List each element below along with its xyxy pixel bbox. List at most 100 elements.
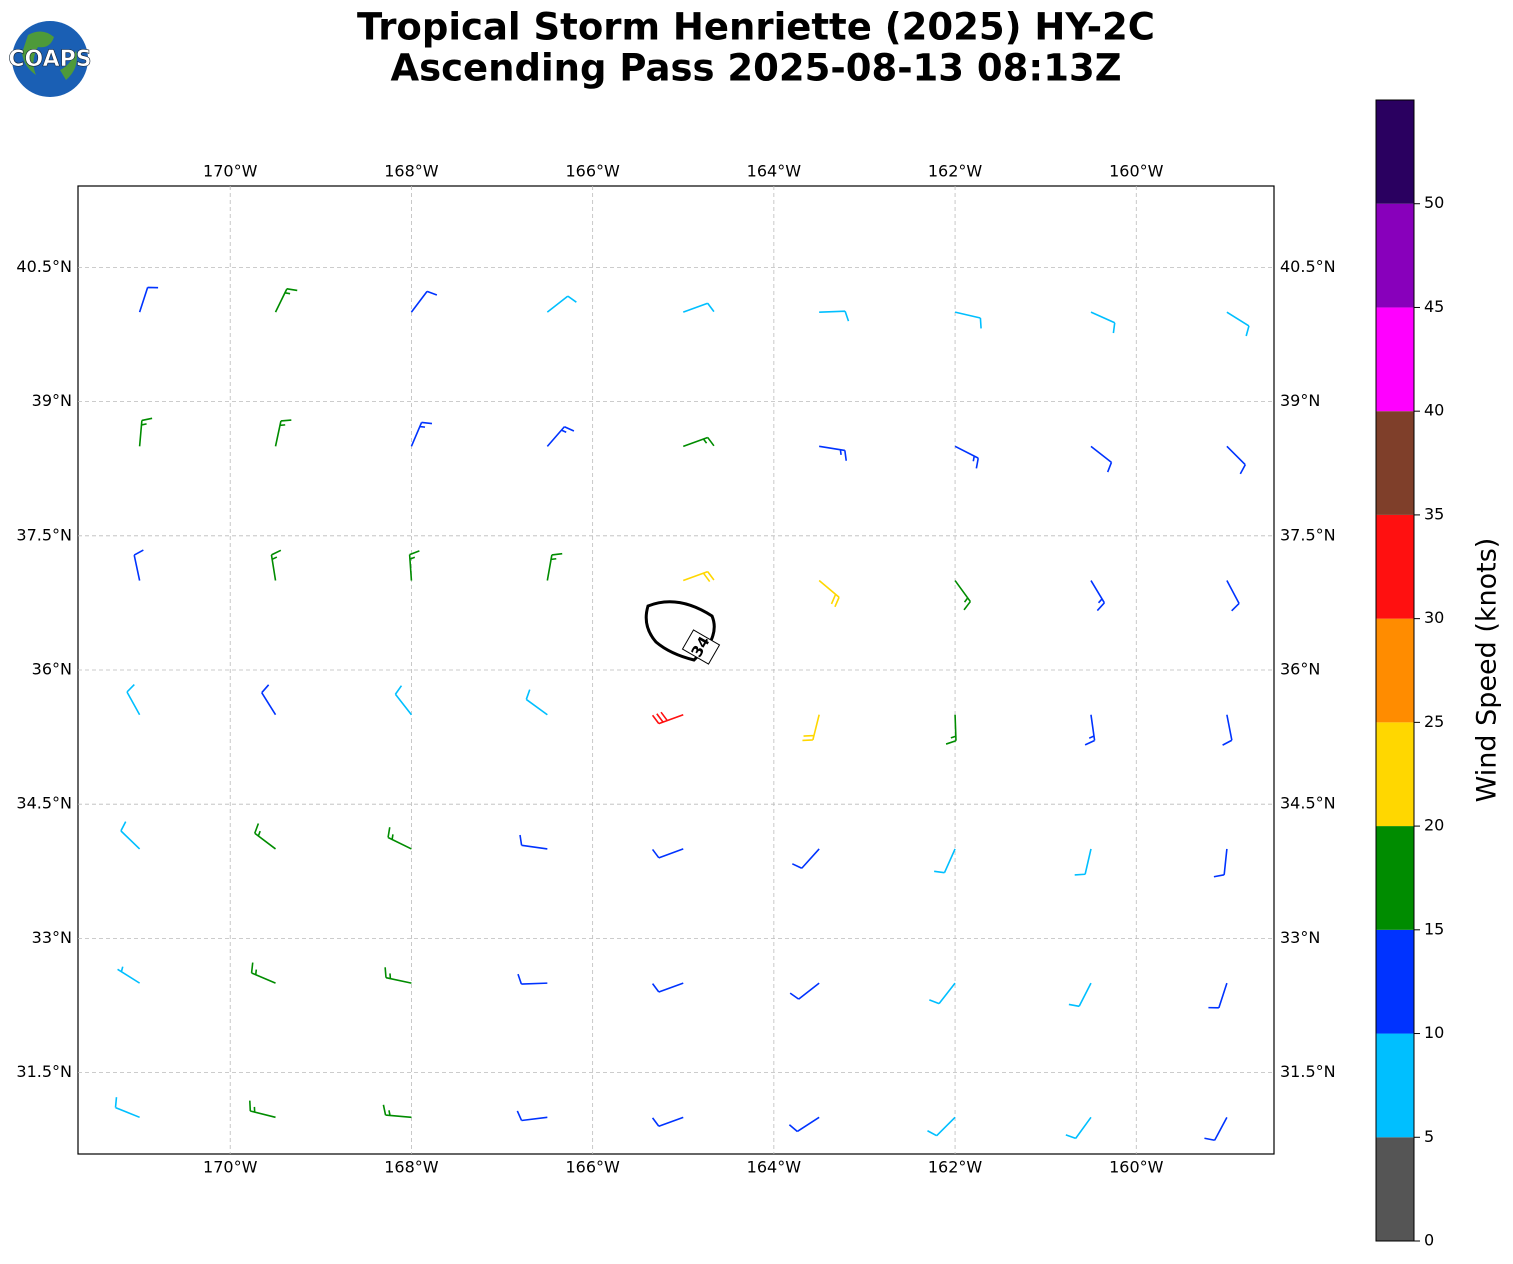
colorbar-segment <box>1376 826 1414 930</box>
x-tick-label-top: 164°W <box>747 162 802 181</box>
colorbar-tick-label: 35 <box>1424 504 1444 523</box>
wind-barb <box>682 436 715 448</box>
wind-barb <box>394 685 413 716</box>
wind-barb <box>954 311 982 329</box>
wind-barb <box>546 425 575 447</box>
colorbar-tick-label: 30 <box>1424 608 1444 627</box>
x-tick-label-bottom: 170°W <box>203 1158 258 1177</box>
y-tick-label-right: 31.5°N <box>1280 1062 1336 1081</box>
colorbar-segment <box>1376 618 1414 723</box>
colorbar-tick-label: 5 <box>1424 1127 1434 1146</box>
y-tick-label-right: 37.5°N <box>1280 525 1336 544</box>
wind-barb <box>250 962 276 984</box>
wind-barb <box>819 445 848 461</box>
wind-barb <box>927 1116 956 1137</box>
wind-barb <box>1090 580 1106 612</box>
colorbar-tick-label: 45 <box>1424 297 1444 316</box>
colorbar: 0 5 10 15 20 25 30 35 40 45 50 <box>1375 99 1444 1250</box>
x-tick-label-bottom: 164°W <box>747 1158 802 1177</box>
colorbar-tick-label: 15 <box>1424 919 1444 938</box>
wind-barb <box>126 683 141 716</box>
wind-barb <box>651 848 684 859</box>
y-tick-label-left: 34.5°N <box>16 794 72 813</box>
wind-barb <box>802 714 820 742</box>
wind-barb <box>1226 445 1246 475</box>
wind-barb <box>1208 982 1228 1009</box>
y-tick-label-right: 36°N <box>1280 660 1320 679</box>
wind-barb <box>274 419 292 447</box>
colorbar-tick-label: 20 <box>1424 816 1444 835</box>
wind-barb <box>517 973 548 985</box>
wind-barb <box>382 1104 412 1119</box>
wind-barb <box>1226 311 1250 337</box>
colorbar-segment <box>1376 411 1414 515</box>
wind-barb <box>546 295 577 313</box>
wind-barb <box>934 848 956 874</box>
y-tick-label-left: 39°N <box>32 391 72 410</box>
title: Tropical Storm Henriette (2025) HY-2C <box>357 6 1155 49</box>
y-tick-label-left: 33°N <box>32 928 72 947</box>
logo-land <box>22 31 77 81</box>
colorbar-frame <box>1375 99 1415 1242</box>
colorbar-tick-label: 40 <box>1424 401 1444 420</box>
wind-barb <box>954 445 980 469</box>
y-tick-label-right: 34.5°N <box>1280 794 1336 813</box>
wind-barb <box>384 967 412 984</box>
wind-barb <box>120 821 141 850</box>
wind-barb <box>791 848 820 869</box>
x-tick-label-top: 166°W <box>565 162 620 181</box>
wind-barb <box>1065 1116 1092 1140</box>
colorbar-label: Wind Speed (knots) <box>1472 538 1503 803</box>
colorbar-tick-label: 25 <box>1424 712 1444 731</box>
x-tick-label-top: 162°W <box>928 162 983 181</box>
x-tick-label-top: 168°W <box>384 162 439 181</box>
wind-barb <box>1226 580 1240 612</box>
wind-barb <box>254 823 277 850</box>
x-tick-label-top: 160°W <box>1109 162 1164 181</box>
y-tick-label-right: 39°N <box>1280 391 1320 410</box>
y-tick-label-left: 40.5°N <box>16 257 72 276</box>
wind-barb <box>788 1116 820 1133</box>
wind-barb <box>1222 714 1233 746</box>
wind-barb <box>519 834 548 850</box>
colorbar-tick-label: 50 <box>1424 193 1444 212</box>
wind-barb <box>117 966 141 984</box>
wind-barb <box>651 711 684 725</box>
wind-barb <box>818 579 840 608</box>
y-tick-label-right: 33°N <box>1280 928 1320 947</box>
wind-barb <box>1084 714 1096 746</box>
wind-barb <box>954 580 971 611</box>
colorbar-segment <box>1376 1033 1414 1138</box>
wind-barb <box>651 982 684 993</box>
wind-barb <box>133 549 144 581</box>
x-tick-label-top: 170°W <box>203 162 258 181</box>
y-tick-label-left: 31.5°N <box>16 1062 72 1081</box>
wind-barb <box>819 310 850 322</box>
wind-barb <box>387 827 412 850</box>
colorbar-segment <box>1376 1137 1414 1241</box>
colorbar-segment <box>1376 203 1414 308</box>
wind-barb <box>270 549 282 581</box>
subtitle: Ascending Pass 2025-08-13 08:13Z <box>390 47 1121 90</box>
wind-barb <box>516 1110 548 1122</box>
grid <box>78 186 1274 1154</box>
colorbar-segment <box>1376 514 1414 619</box>
wind-barb <box>114 1097 140 1119</box>
colorbar-segment <box>1376 929 1414 1034</box>
colorbar-segment <box>1376 722 1414 827</box>
x-tick-label-bottom: 160°W <box>1109 1158 1164 1177</box>
wind-barb <box>249 1100 276 1119</box>
contour-label-box <box>681 629 721 665</box>
wind-barb <box>138 286 159 313</box>
y-tick-label-right: 40.5°N <box>1280 257 1336 276</box>
y-tick-label-left: 36°N <box>32 660 72 679</box>
wind-barbs <box>114 286 1250 1142</box>
wind-barb <box>261 684 277 716</box>
wind-barb <box>651 1116 684 1127</box>
wind-barb <box>929 982 956 1005</box>
wind-barb <box>1068 982 1092 1008</box>
wind-barb <box>682 570 715 583</box>
wind-barb <box>274 287 298 313</box>
